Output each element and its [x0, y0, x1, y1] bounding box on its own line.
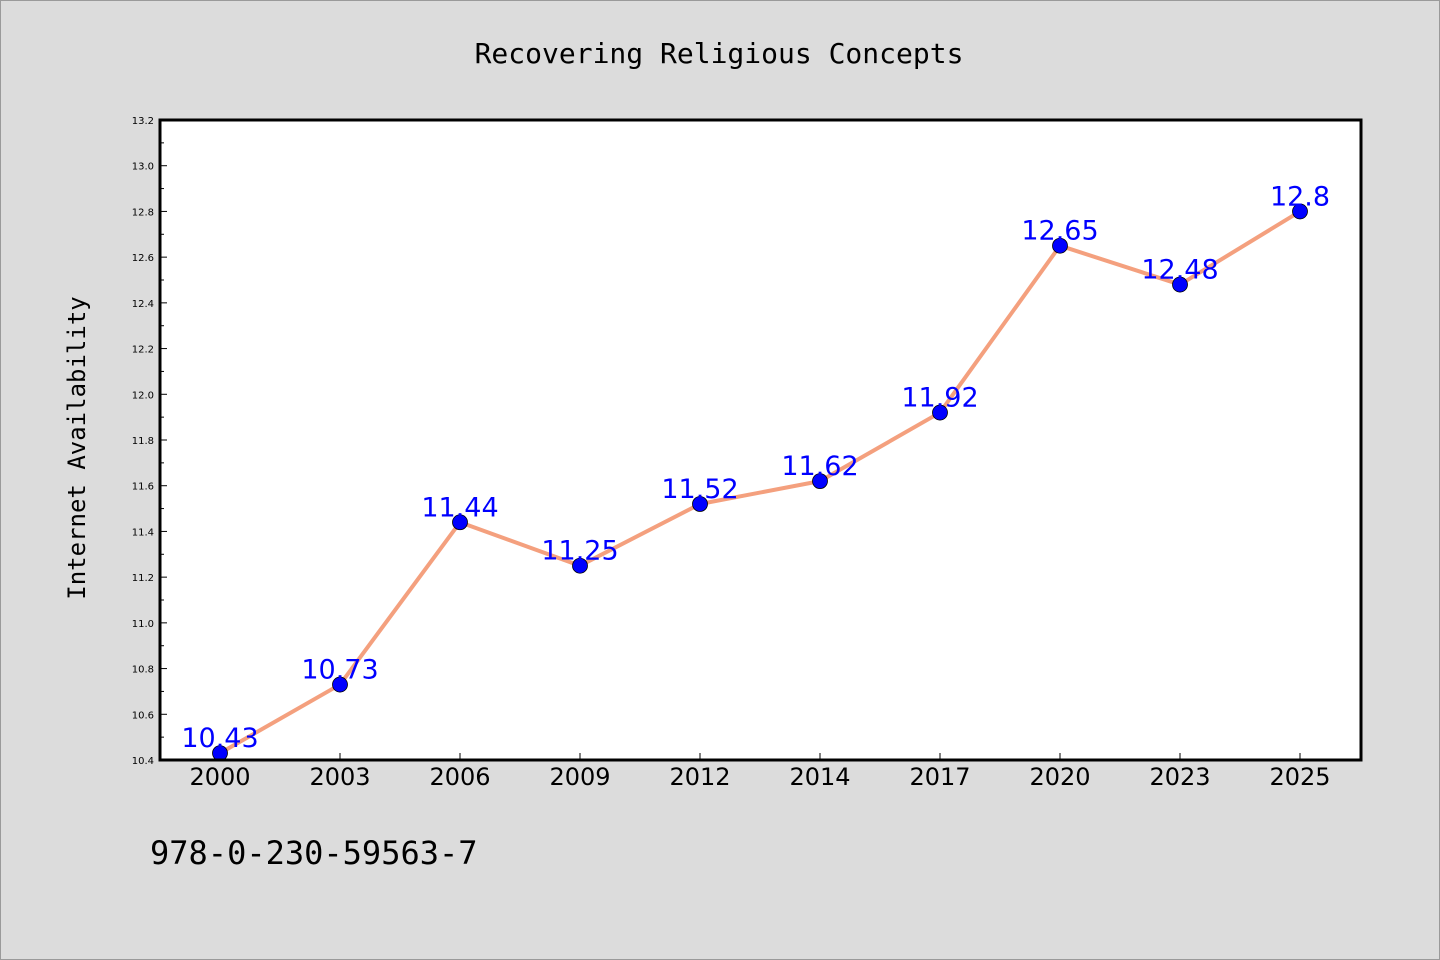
data-point — [692, 496, 708, 512]
y-tick-label: 11.0 — [132, 619, 154, 630]
x-tick-label: 2017 — [909, 763, 970, 791]
data-point — [332, 676, 348, 693]
y-tick-label: 11.8 — [132, 436, 154, 447]
data-label: 11.62 — [781, 451, 858, 482]
plot-area — [160, 120, 1361, 760]
x-axis: 2000 2003 2006 2009 2012 2014 2017 2020 2023 2025 — [189, 753, 1331, 791]
chart-title: Recovering Religious Concepts — [475, 37, 964, 70]
data-label: 11.92 — [901, 383, 978, 414]
y-tick-label: 12.6 — [132, 253, 154, 264]
series-markers — [212, 203, 1308, 762]
x-tick-label: 2000 — [189, 763, 250, 791]
y-tick-label: 12.2 — [132, 345, 154, 356]
x-tick-label: 2020 — [1029, 763, 1090, 791]
y-tick-label: 11.6 — [132, 482, 154, 493]
data-label: 12.65 — [1021, 216, 1098, 247]
y-tick-label: 12.0 — [132, 390, 154, 401]
y-tick-label: 12.8 — [132, 207, 154, 218]
data-point — [1292, 203, 1308, 220]
y-tick-label: 11.2 — [132, 573, 154, 584]
x-tick-label: 2014 — [789, 763, 850, 791]
data-point — [1172, 276, 1188, 293]
data-labels: 10.43 10.73 11.44 11.25 11.52 11.62 11.92 12.65… — [181, 181, 1330, 754]
data-point — [812, 473, 828, 490]
plot-frame — [158, 118, 1363, 762]
y-tick-label: 10.4 — [132, 756, 154, 767]
x-tick-label: 2025 — [1269, 763, 1330, 791]
data-point — [932, 404, 948, 421]
y-tick-label: 12.4 — [132, 299, 154, 310]
data-point — [1052, 237, 1068, 254]
x-tick-label: 2012 — [669, 763, 730, 791]
y-tick-label: 13.0 — [132, 162, 154, 173]
data-point — [572, 557, 588, 574]
data-label: 11.25 — [541, 536, 618, 567]
data-label: 12.8 — [1270, 181, 1330, 212]
y-axis-label: Internet Availability — [63, 296, 91, 599]
x-tick-label: 2003 — [309, 763, 370, 791]
y-tick-label: 10.8 — [132, 665, 154, 676]
y-tick-label: 10.6 — [132, 710, 154, 721]
data-label: 11.52 — [661, 474, 738, 505]
data-label: 11.44 — [421, 492, 498, 523]
isbn-text: 978-0-230-59563-7 — [150, 834, 478, 872]
x-tick-label: 2006 — [429, 763, 490, 791]
y-tick-label: 11.4 — [132, 527, 154, 538]
x-tick-label: 2009 — [549, 763, 610, 791]
data-label: 12.48 — [1141, 255, 1218, 286]
data-label: 10.43 — [181, 723, 258, 754]
y-tick-label: 13.2 — [132, 116, 154, 127]
data-label: 10.73 — [301, 655, 378, 686]
x-tick-label: 2023 — [1149, 763, 1210, 791]
data-point — [452, 514, 468, 531]
series-line — [218, 209, 1302, 756]
